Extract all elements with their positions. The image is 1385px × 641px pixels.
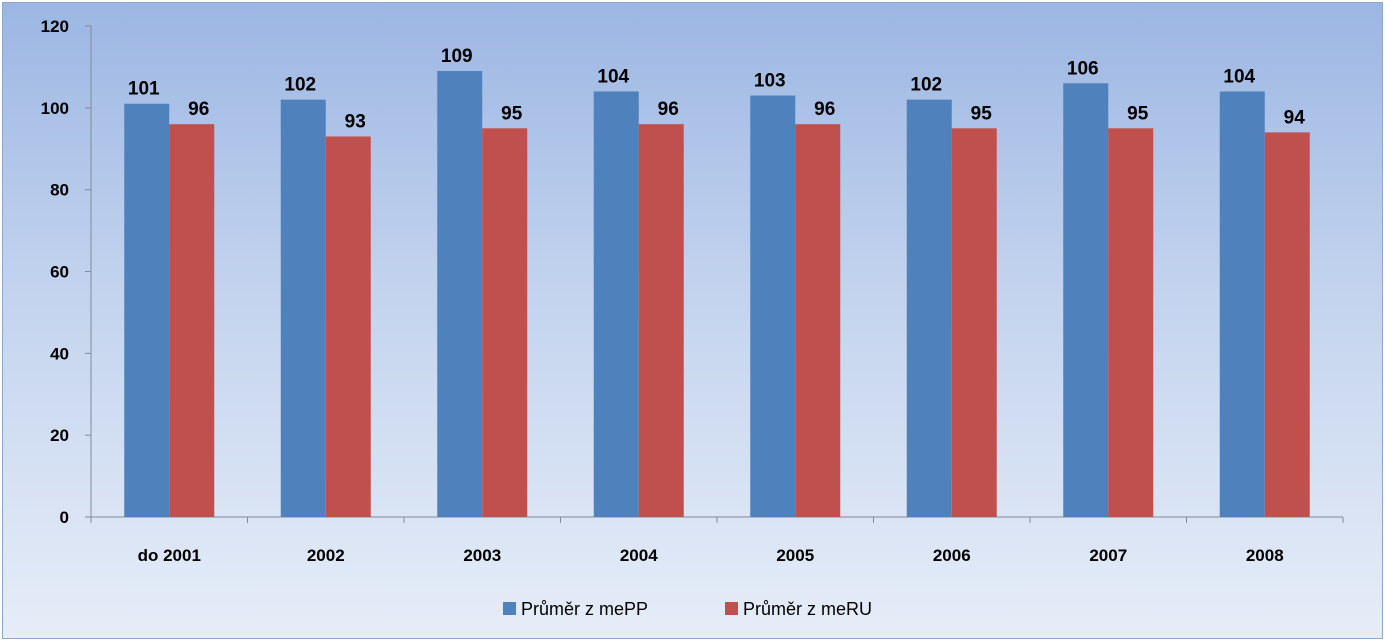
bar-mepp (437, 71, 483, 517)
bar-mepp (906, 99, 952, 518)
axes: 0 20 40 60 80 100 120 do 2001 2002 2003 2004 2005 20… (41, 17, 1344, 565)
bar-mepp (593, 91, 639, 517)
data-label-mepp: 102 (284, 75, 316, 96)
data-label-mepp: 104 (1223, 66, 1255, 87)
data-label-mepp: 102 (910, 75, 942, 96)
bar-mepp (1219, 91, 1265, 517)
x-tick-label: 2007 (1089, 546, 1127, 565)
data-label-meru: 93 (345, 111, 366, 132)
x-tick-label: 2003 (463, 546, 501, 565)
x-tick-label: 2008 (1246, 546, 1284, 565)
x-tick-label: 2004 (620, 546, 658, 565)
y-tick-label: 100 (41, 99, 69, 118)
data-label-mepp: 109 (441, 46, 473, 67)
bar-mepp (750, 95, 796, 517)
legend-label-meru: Průměr z meRU (743, 599, 872, 619)
data-label-meru: 96 (188, 99, 209, 120)
bar-meru (638, 124, 684, 517)
data-labels: 101 96 102 93 109 95 104 96 103 96 102 95 106 95 104 94 (128, 46, 1305, 132)
legend-swatch-meru (725, 602, 738, 615)
legend-swatch-mepp (503, 602, 516, 615)
bar-meru (169, 124, 215, 517)
data-label-mepp: 101 (128, 79, 160, 100)
data-label-meru: 95 (501, 103, 523, 124)
data-label-meru: 96 (814, 99, 835, 120)
y-tick-label: 120 (41, 17, 69, 36)
bar-chart: 0 20 40 60 80 100 120 do 2001 2002 2003 2004 2005 20… (41, 17, 1344, 619)
x-tick-label: 2005 (776, 546, 814, 565)
bars (124, 71, 1310, 518)
legend-label-mepp: Průměr z mePP (521, 599, 648, 619)
data-label-mepp: 103 (754, 71, 786, 92)
y-tick-label: 40 (50, 344, 69, 363)
y-tick-label: 0 (60, 508, 69, 527)
bar-meru (482, 128, 528, 517)
data-label-meru: 95 (971, 103, 993, 124)
data-label-meru: 94 (1284, 107, 1306, 128)
bar-meru (795, 124, 841, 517)
x-tick-label: 2002 (307, 546, 345, 565)
bar-meru (325, 136, 371, 517)
y-tick-label: 60 (50, 263, 69, 282)
x-tick-label: do 2001 (138, 546, 201, 565)
bar-meru (1264, 132, 1310, 517)
x-tick-label: 2006 (933, 546, 971, 565)
data-label-mepp: 104 (597, 66, 629, 87)
legend: Průměr z mePP Průměr z meRU (503, 599, 872, 619)
y-tick-label: 20 (50, 426, 69, 445)
bar-mepp (124, 103, 170, 517)
data-label-meru: 95 (1127, 103, 1149, 124)
data-label-meru: 96 (658, 99, 679, 120)
bar-meru (1108, 128, 1154, 517)
data-label-mepp: 106 (1067, 58, 1099, 79)
bar-mepp (1063, 83, 1109, 518)
bar-mepp (280, 99, 326, 518)
bar-meru (951, 128, 997, 517)
y-tick-label: 80 (50, 181, 69, 200)
